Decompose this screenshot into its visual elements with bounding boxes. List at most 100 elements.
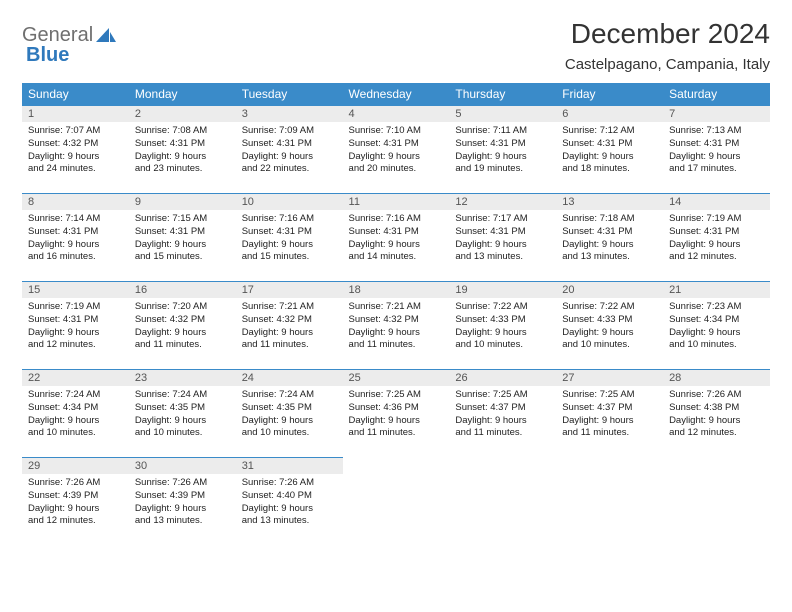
day-cell: 26Sunrise: 7:25 AMSunset: 4:37 PMDayligh… bbox=[449, 370, 556, 458]
detail-line: Sunset: 4:31 PM bbox=[562, 226, 657, 239]
day-cell: 4Sunrise: 7:10 AMSunset: 4:31 PMDaylight… bbox=[343, 106, 450, 194]
detail-line: Daylight: 9 hours bbox=[242, 327, 337, 340]
day-details: Sunrise: 7:10 AMSunset: 4:31 PMDaylight:… bbox=[343, 122, 450, 180]
detail-line: Sunrise: 7:20 AM bbox=[135, 301, 230, 314]
detail-line: Sunset: 4:31 PM bbox=[455, 138, 550, 151]
day-cell: 3Sunrise: 7:09 AMSunset: 4:31 PMDaylight… bbox=[236, 106, 343, 194]
detail-line: Daylight: 9 hours bbox=[28, 327, 123, 340]
detail-line: Sunrise: 7:09 AM bbox=[242, 125, 337, 138]
detail-line: Sunrise: 7:21 AM bbox=[242, 301, 337, 314]
day-details: Sunrise: 7:21 AMSunset: 4:32 PMDaylight:… bbox=[236, 298, 343, 356]
day-number: 31 bbox=[236, 458, 343, 474]
detail-line: Sunset: 4:35 PM bbox=[242, 402, 337, 415]
detail-line: and 18 minutes. bbox=[562, 163, 657, 176]
detail-line: and 10 minutes. bbox=[242, 427, 337, 440]
detail-line: and 11 minutes. bbox=[242, 339, 337, 352]
detail-line: Sunrise: 7:07 AM bbox=[28, 125, 123, 138]
detail-line: Sunrise: 7:26 AM bbox=[135, 477, 230, 490]
week-row: 22Sunrise: 7:24 AMSunset: 4:34 PMDayligh… bbox=[22, 370, 770, 458]
detail-line: Daylight: 9 hours bbox=[562, 239, 657, 252]
week-row: 1Sunrise: 7:07 AMSunset: 4:32 PMDaylight… bbox=[22, 106, 770, 194]
day-number: 9 bbox=[129, 194, 236, 210]
day-cell: 27Sunrise: 7:25 AMSunset: 4:37 PMDayligh… bbox=[556, 370, 663, 458]
day-cell: 20Sunrise: 7:22 AMSunset: 4:33 PMDayligh… bbox=[556, 282, 663, 370]
detail-line: Sunrise: 7:19 AM bbox=[28, 301, 123, 314]
detail-line: Sunset: 4:40 PM bbox=[242, 490, 337, 503]
calendar-table: SundayMondayTuesdayWednesdayThursdayFrid… bbox=[22, 83, 770, 546]
title-block: December 2024 Castelpagano, Campania, It… bbox=[565, 18, 770, 73]
detail-line: Daylight: 9 hours bbox=[455, 327, 550, 340]
detail-line: and 20 minutes. bbox=[349, 163, 444, 176]
detail-line: Daylight: 9 hours bbox=[28, 503, 123, 516]
detail-line: and 10 minutes. bbox=[28, 427, 123, 440]
detail-line: and 10 minutes. bbox=[455, 339, 550, 352]
detail-line: Daylight: 9 hours bbox=[669, 415, 764, 428]
detail-line: Daylight: 9 hours bbox=[562, 327, 657, 340]
detail-line: and 14 minutes. bbox=[349, 251, 444, 264]
detail-line: and 23 minutes. bbox=[135, 163, 230, 176]
detail-line: Daylight: 9 hours bbox=[135, 415, 230, 428]
day-header: Tuesday bbox=[236, 83, 343, 106]
day-cell: 2Sunrise: 7:08 AMSunset: 4:31 PMDaylight… bbox=[129, 106, 236, 194]
day-number: 20 bbox=[556, 282, 663, 298]
day-cell: 13Sunrise: 7:18 AMSunset: 4:31 PMDayligh… bbox=[556, 194, 663, 282]
detail-line: and 12 minutes. bbox=[28, 515, 123, 528]
detail-line: and 13 minutes. bbox=[455, 251, 550, 264]
detail-line: Sunrise: 7:23 AM bbox=[669, 301, 764, 314]
sail-icon bbox=[95, 27, 117, 45]
day-details: Sunrise: 7:24 AMSunset: 4:34 PMDaylight:… bbox=[22, 386, 129, 444]
day-cell: 17Sunrise: 7:21 AMSunset: 4:32 PMDayligh… bbox=[236, 282, 343, 370]
detail-line: Sunrise: 7:22 AM bbox=[562, 301, 657, 314]
detail-line: Sunrise: 7:13 AM bbox=[669, 125, 764, 138]
day-cell: 1Sunrise: 7:07 AMSunset: 4:32 PMDaylight… bbox=[22, 106, 129, 194]
day-details: Sunrise: 7:21 AMSunset: 4:32 PMDaylight:… bbox=[343, 298, 450, 356]
empty-cell bbox=[449, 458, 556, 546]
day-number: 22 bbox=[22, 370, 129, 386]
detail-line: and 10 minutes. bbox=[562, 339, 657, 352]
week-row: 15Sunrise: 7:19 AMSunset: 4:31 PMDayligh… bbox=[22, 282, 770, 370]
day-details: Sunrise: 7:08 AMSunset: 4:31 PMDaylight:… bbox=[129, 122, 236, 180]
day-details: Sunrise: 7:26 AMSunset: 4:40 PMDaylight:… bbox=[236, 474, 343, 532]
detail-line: Sunrise: 7:17 AM bbox=[455, 213, 550, 226]
detail-line: Sunrise: 7:18 AM bbox=[562, 213, 657, 226]
detail-line: Daylight: 9 hours bbox=[242, 415, 337, 428]
detail-line: Sunrise: 7:22 AM bbox=[455, 301, 550, 314]
detail-line: Daylight: 9 hours bbox=[455, 151, 550, 164]
calendar-head: SundayMondayTuesdayWednesdayThursdayFrid… bbox=[22, 83, 770, 106]
detail-line: Sunrise: 7:25 AM bbox=[455, 389, 550, 402]
day-cell: 28Sunrise: 7:26 AMSunset: 4:38 PMDayligh… bbox=[663, 370, 770, 458]
day-number: 18 bbox=[343, 282, 450, 298]
day-details: Sunrise: 7:13 AMSunset: 4:31 PMDaylight:… bbox=[663, 122, 770, 180]
detail-line: and 11 minutes. bbox=[349, 427, 444, 440]
day-details: Sunrise: 7:26 AMSunset: 4:39 PMDaylight:… bbox=[129, 474, 236, 532]
detail-line: Sunrise: 7:21 AM bbox=[349, 301, 444, 314]
day-cell: 30Sunrise: 7:26 AMSunset: 4:39 PMDayligh… bbox=[129, 458, 236, 546]
detail-line: and 15 minutes. bbox=[135, 251, 230, 264]
detail-line: Daylight: 9 hours bbox=[242, 503, 337, 516]
day-cell: 31Sunrise: 7:26 AMSunset: 4:40 PMDayligh… bbox=[236, 458, 343, 546]
detail-line: Sunset: 4:35 PM bbox=[135, 402, 230, 415]
day-number: 23 bbox=[129, 370, 236, 386]
detail-line: and 22 minutes. bbox=[242, 163, 337, 176]
month-title: December 2024 bbox=[565, 18, 770, 50]
detail-line: Sunset: 4:31 PM bbox=[349, 226, 444, 239]
day-details: Sunrise: 7:16 AMSunset: 4:31 PMDaylight:… bbox=[236, 210, 343, 268]
day-cell: 8Sunrise: 7:14 AMSunset: 4:31 PMDaylight… bbox=[22, 194, 129, 282]
day-details: Sunrise: 7:25 AMSunset: 4:37 PMDaylight:… bbox=[449, 386, 556, 444]
detail-line: and 11 minutes. bbox=[349, 339, 444, 352]
day-number: 7 bbox=[663, 106, 770, 122]
detail-line: Sunrise: 7:25 AM bbox=[562, 389, 657, 402]
day-number: 25 bbox=[343, 370, 450, 386]
day-header: Friday bbox=[556, 83, 663, 106]
detail-line: Sunrise: 7:26 AM bbox=[669, 389, 764, 402]
detail-line: Sunrise: 7:11 AM bbox=[455, 125, 550, 138]
day-details: Sunrise: 7:12 AMSunset: 4:31 PMDaylight:… bbox=[556, 122, 663, 180]
detail-line: and 11 minutes. bbox=[455, 427, 550, 440]
day-details: Sunrise: 7:16 AMSunset: 4:31 PMDaylight:… bbox=[343, 210, 450, 268]
day-number: 27 bbox=[556, 370, 663, 386]
detail-line: Sunrise: 7:12 AM bbox=[562, 125, 657, 138]
day-number: 10 bbox=[236, 194, 343, 210]
detail-line: and 12 minutes. bbox=[28, 339, 123, 352]
day-cell: 18Sunrise: 7:21 AMSunset: 4:32 PMDayligh… bbox=[343, 282, 450, 370]
brand-part2: Blue bbox=[26, 44, 69, 67]
